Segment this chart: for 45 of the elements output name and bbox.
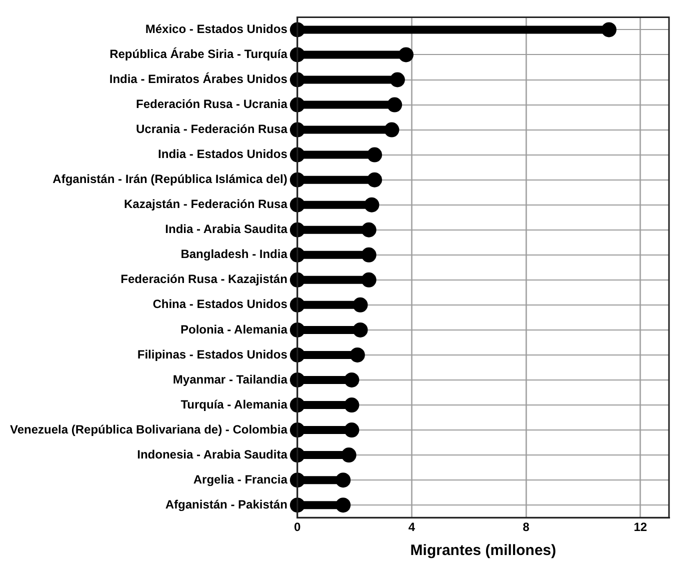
x-tick-label: 4 (408, 520, 416, 534)
y-tick-label: India - Estados Unidos (158, 147, 288, 162)
y-tick-label: Afganistán - Irán (República Islámica del) (52, 172, 288, 186)
point (350, 347, 365, 362)
y-tick-label: India - Arabia Saudita (165, 222, 288, 236)
point (390, 72, 405, 88)
point (336, 498, 351, 513)
x-tick-label: 0 (294, 520, 302, 534)
y-tick-label: Ucrania - Federación Rusa (136, 122, 288, 136)
y-tick-label: India - Emiratos Árabes Unidos (109, 72, 288, 86)
y-tick-label: Turquía - Alemania (180, 397, 288, 412)
point (367, 147, 382, 162)
y-tick-label: Afganistán - Pakistán (165, 497, 288, 512)
point (352, 322, 368, 338)
y-tick-label: Myanmar - Tailandia (172, 372, 288, 386)
point (398, 47, 414, 62)
y-tick-label: Federación Rusa - Kazajistán (120, 272, 288, 286)
point (387, 97, 402, 112)
y-tick-label: Filipinas - Estados Unidos (137, 347, 288, 362)
y-tick-label: República Árabe Siria - Turquía (110, 47, 288, 62)
x-tick-label: 8 (522, 520, 530, 534)
point (601, 22, 616, 38)
y-tick-label: Venezuela (República Bolivariana de) - Colombia (10, 422, 288, 436)
point (341, 448, 356, 463)
point (352, 297, 368, 312)
point (344, 422, 360, 438)
y-tick-label: Bangladesh - India (180, 247, 288, 262)
x-tick-label: 12 (634, 520, 648, 534)
y-tick-label: Indonesia - Arabia Saudita (137, 447, 288, 462)
x-axis-title: Migrantes (millones) (410, 542, 556, 560)
y-tick-label: México - Estados Unidos (145, 22, 288, 36)
y-tick-label: Polonia - Alemania (180, 322, 288, 336)
point (336, 472, 351, 488)
point (361, 272, 376, 288)
y-tick-label: China - Estados Unidos (152, 297, 288, 312)
y-tick-label: Kazajstán - Federación Rusa (124, 197, 288, 212)
point (361, 247, 376, 262)
point (344, 372, 360, 388)
point (364, 197, 380, 212)
point (384, 122, 400, 138)
y-tick-label: Argelia - Francia (193, 472, 288, 486)
point (344, 398, 360, 413)
point (361, 222, 376, 238)
point (367, 172, 382, 188)
y-tick-label: Federación Rusa - Ucrania (136, 97, 288, 112)
